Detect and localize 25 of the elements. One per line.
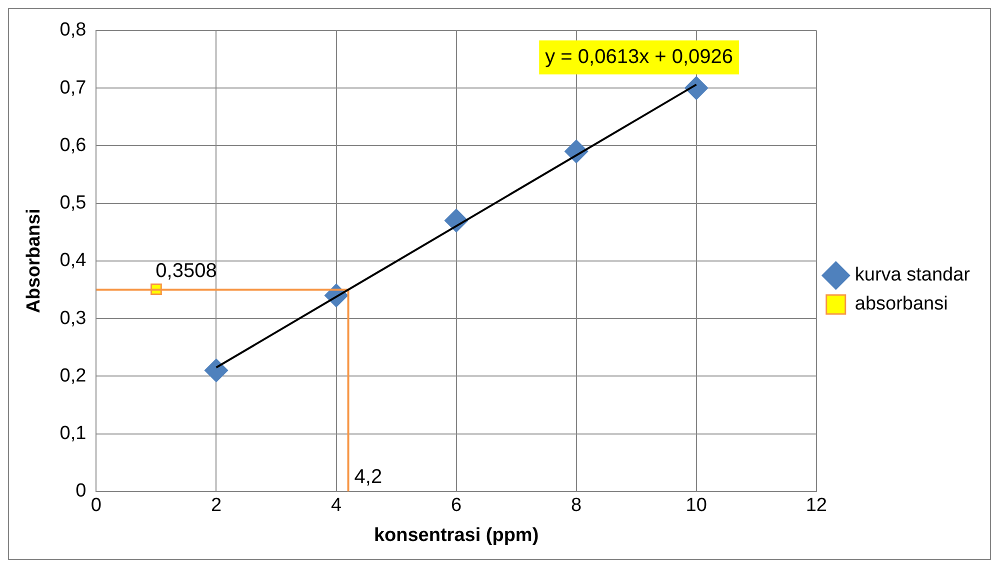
data-label: 0,3508 — [156, 260, 217, 282]
y-tick-label: 0,5 — [60, 192, 86, 214]
y-tick-label: 0 — [76, 480, 86, 502]
point — [684, 76, 708, 100]
y-tick-label: 0,6 — [60, 134, 86, 156]
annotation: 4,2 — [354, 466, 382, 488]
y-tick-label: 0,8 — [60, 20, 86, 41]
x-tick-label: 0 — [90, 495, 102, 516]
x-axis-title: konsentrasi (ppm) — [374, 524, 539, 546]
x-tick-label: 10 — [686, 495, 707, 516]
y-tick-label: 0,2 — [60, 365, 86, 386]
y-tick-label: 0,1 — [60, 423, 86, 444]
x-tick-label: 4 — [330, 495, 342, 516]
y-axis-title: Absorbansi — [24, 208, 45, 314]
x-tick-label: 8 — [571, 495, 582, 516]
x-tick-label: 6 — [451, 495, 462, 516]
annotation: y = 0,0613x + 0,0926 — [545, 46, 734, 68]
x-tick-label: 2 — [210, 495, 222, 516]
y-tick-label: 0,7 — [60, 77, 86, 98]
y-tick-label: 0,4 — [60, 250, 87, 272]
legend-label: kurva standar — [854, 264, 971, 286]
legend-label: absorbansi — [854, 294, 948, 315]
y-tick-label: 0,3 — [60, 308, 86, 329]
point — [204, 358, 228, 382]
x-tick-label: 12 — [806, 495, 827, 516]
